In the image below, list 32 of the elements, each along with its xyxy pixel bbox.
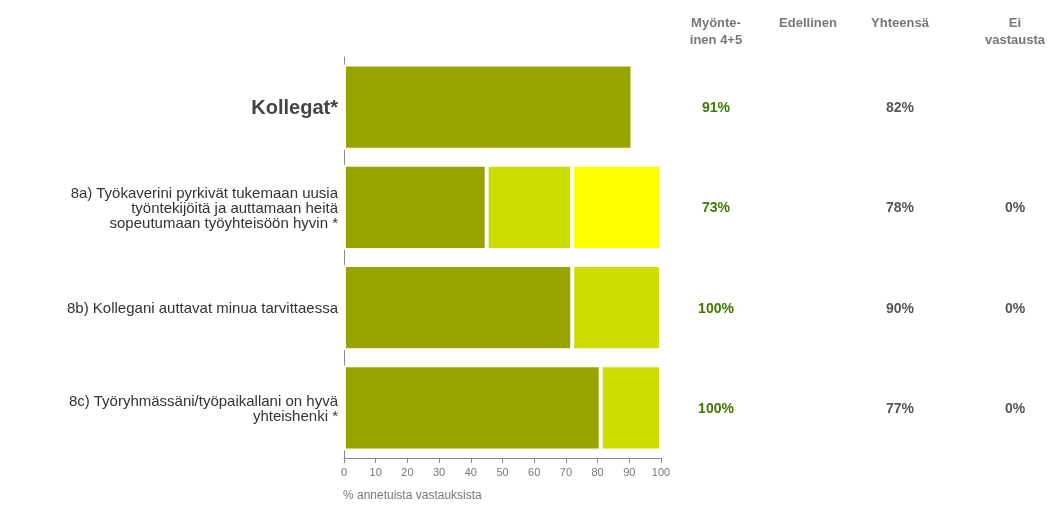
- text: 78%: [885, 198, 915, 215]
- text: 82%: [885, 98, 915, 115]
- y-tick-label: 8c) Työryhmässäni/työpaikallani on hyvä yhteishenki *: [68, 391, 339, 424]
- x-tick-label: 90: [623, 465, 636, 478]
- text: 91%: [701, 98, 731, 115]
- category-label: Myönte- inen 4+5: [689, 14, 743, 48]
- y-tick-label: 8a) Työkaverini pyrkivät tukemaan uusia työntekijöitä ja auttamaan heitä sopeutumaan työyhteisöön hyvin *: [70, 183, 339, 231]
- y-tick-label: 8b) Kollegani auttavat minua tarvittaessa: [67, 299, 339, 317]
- x-tick-label: 70: [559, 465, 573, 478]
- text: 0%: [1004, 299, 1026, 316]
- text: 0%: [1004, 198, 1026, 215]
- x-tick-label: 30: [432, 465, 446, 478]
- x-tick-label: 40: [464, 465, 477, 478]
- y-tick-label: Kollegat*: [251, 96, 339, 119]
- text: 0%: [1004, 399, 1026, 416]
- x-tick-label: 100: [651, 465, 671, 478]
- x-axis-title: % annetuista vastauksista: [343, 488, 483, 502]
- x-tick-label: 10: [369, 465, 382, 478]
- bar: [344, 64, 633, 150]
- x-tick-label: 60: [528, 465, 541, 478]
- text: 100%: [698, 299, 734, 316]
- text: 77%: [885, 399, 915, 416]
- text: 90%: [885, 299, 915, 316]
- category-label: Ei vastausta: [985, 14, 1045, 48]
- x-tick-label: 20: [401, 465, 414, 478]
- category-label: Yhteensä: [871, 14, 929, 31]
- text: 100%: [698, 399, 734, 416]
- category-label: Edellinen: [779, 14, 837, 31]
- x-tick-label: 80: [591, 465, 604, 478]
- x-tick-label: 0: [340, 465, 348, 478]
- text: 73%: [701, 198, 731, 215]
- x-tick-label: 50: [496, 465, 509, 478]
